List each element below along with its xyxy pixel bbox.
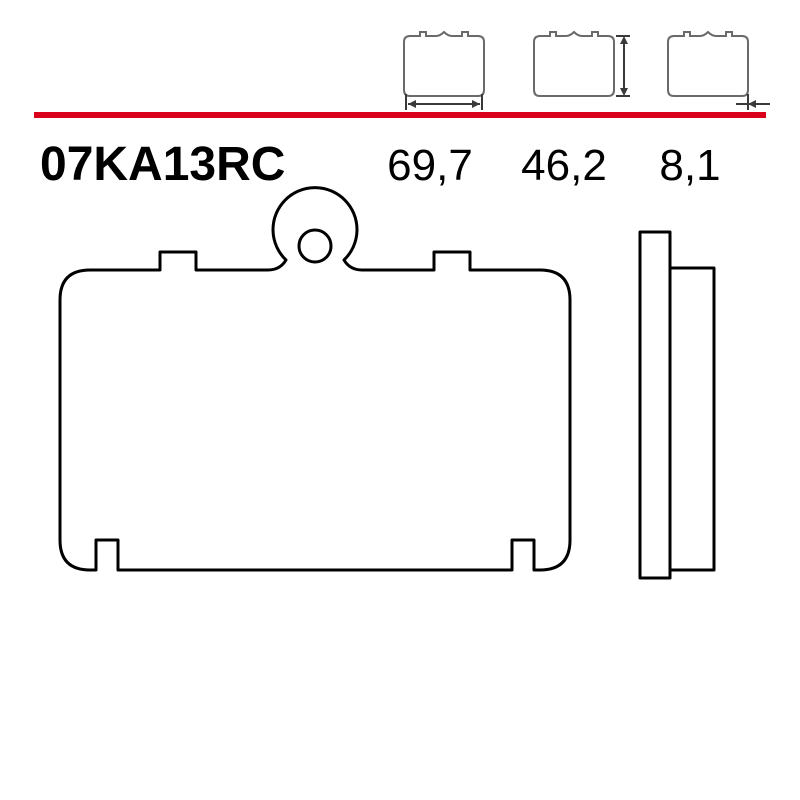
dim-width-value: 69,7 xyxy=(387,141,473,190)
legend-icons xyxy=(404,32,770,110)
spec-sheet: 07KA13RC 69,7 46,2 8,1 xyxy=(0,0,800,800)
width-icon xyxy=(404,32,484,110)
part-number: 07KA13RC xyxy=(40,138,285,191)
dim-thickness-value: 8,1 xyxy=(659,141,720,190)
thickness-icon xyxy=(668,32,770,110)
front-view xyxy=(60,188,570,570)
side-view xyxy=(640,232,714,578)
dim-height-value: 46,2 xyxy=(521,141,607,190)
height-icon xyxy=(534,32,630,96)
